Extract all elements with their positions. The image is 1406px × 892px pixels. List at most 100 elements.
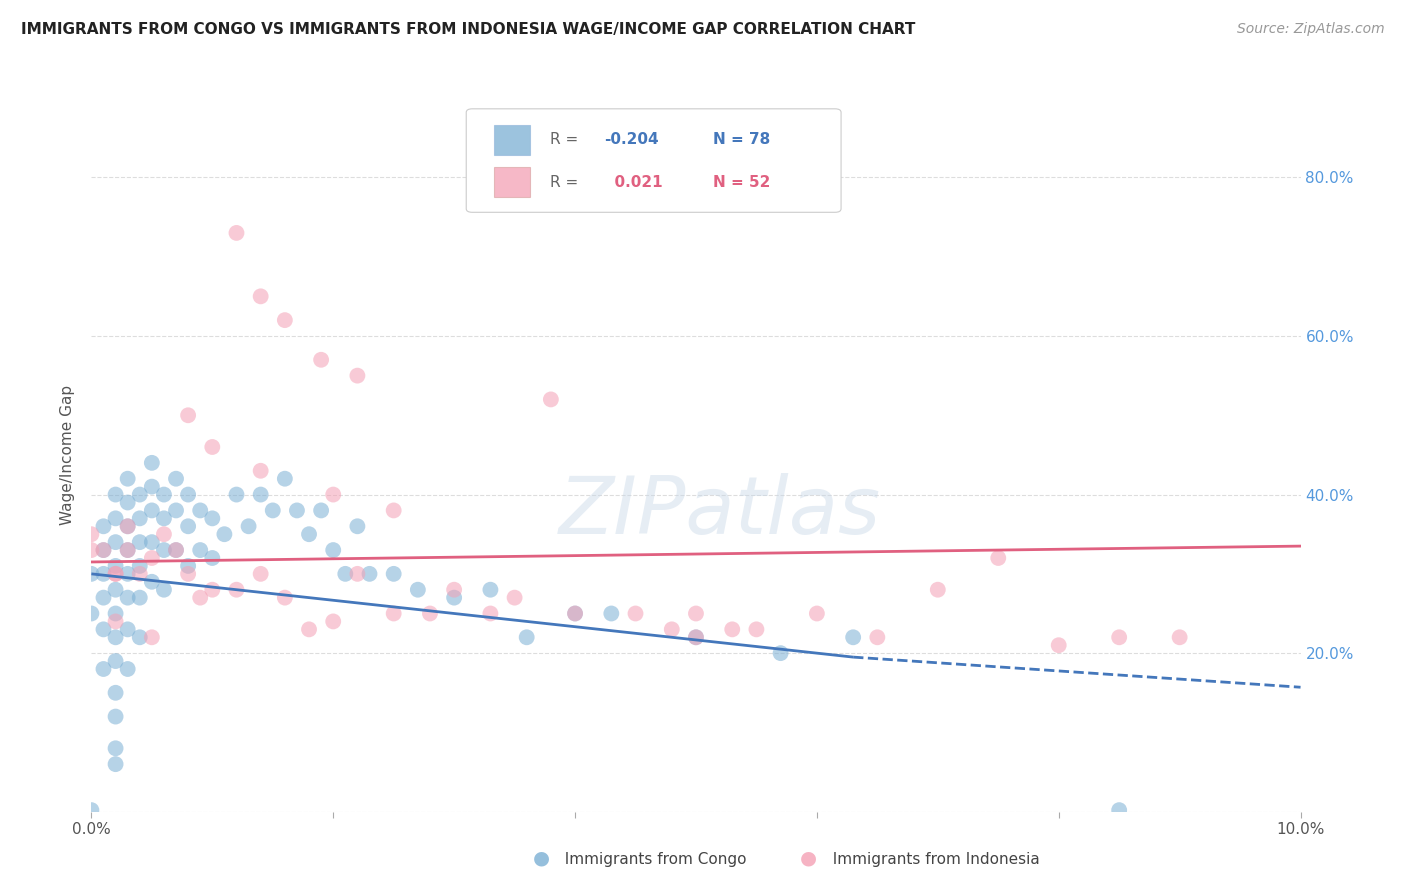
Point	[165, 503, 187, 517]
Text: ZIPatlas: ZIPatlas	[560, 473, 882, 551]
Point	[117, 662, 139, 676]
Point	[249, 566, 271, 581]
Point	[104, 741, 127, 756]
Point	[987, 551, 1010, 566]
Point	[1047, 638, 1070, 652]
Point	[80, 803, 103, 817]
Point	[128, 487, 150, 501]
Point	[516, 630, 538, 644]
Point	[382, 566, 405, 581]
Point	[104, 511, 127, 525]
Point	[117, 623, 139, 637]
Point	[128, 558, 150, 573]
FancyBboxPatch shape	[494, 125, 530, 155]
Point	[177, 519, 200, 533]
Point	[564, 607, 586, 621]
Point	[80, 543, 103, 558]
Point	[128, 511, 150, 525]
Point	[177, 409, 200, 423]
Y-axis label: Wage/Income Gap: Wage/Income Gap	[60, 384, 76, 525]
FancyBboxPatch shape	[467, 109, 841, 212]
Point	[153, 543, 176, 558]
Point	[141, 574, 163, 589]
Point	[309, 503, 332, 517]
Point	[661, 623, 683, 637]
Point	[93, 623, 115, 637]
Point	[479, 582, 502, 597]
Point	[225, 226, 247, 240]
Point	[104, 709, 127, 723]
Point	[80, 527, 103, 541]
Point	[128, 591, 150, 605]
Point	[201, 511, 224, 525]
Text: Source: ZipAtlas.com: Source: ZipAtlas.com	[1237, 22, 1385, 37]
Point	[153, 527, 176, 541]
FancyBboxPatch shape	[494, 167, 530, 197]
Point	[309, 352, 332, 367]
Point	[1108, 803, 1130, 817]
Point	[117, 566, 139, 581]
Point	[406, 582, 429, 597]
Point	[153, 511, 176, 525]
Point	[806, 607, 828, 621]
Text: IMMIGRANTS FROM CONGO VS IMMIGRANTS FROM INDONESIA WAGE/INCOME GAP CORRELATION C: IMMIGRANTS FROM CONGO VS IMMIGRANTS FROM…	[21, 22, 915, 37]
Point	[1168, 630, 1191, 644]
Point	[141, 630, 163, 644]
Point	[104, 558, 127, 573]
Point	[117, 519, 139, 533]
Point	[346, 368, 368, 383]
Point	[201, 582, 224, 597]
Point	[93, 543, 115, 558]
Point	[165, 472, 187, 486]
Point	[201, 551, 224, 566]
Point	[177, 566, 200, 581]
Point	[214, 527, 236, 541]
Point	[274, 472, 297, 486]
Point	[188, 543, 211, 558]
Point	[117, 543, 139, 558]
Point	[104, 654, 127, 668]
Point	[359, 566, 381, 581]
Point	[564, 607, 586, 621]
Point	[685, 607, 707, 621]
Point	[443, 582, 465, 597]
Point	[104, 757, 127, 772]
Point	[298, 623, 321, 637]
Point	[80, 607, 103, 621]
Point	[685, 630, 707, 644]
Point	[479, 607, 502, 621]
Point	[128, 566, 150, 581]
Point	[769, 646, 792, 660]
Point	[225, 582, 247, 597]
Point	[225, 487, 247, 501]
Point	[600, 607, 623, 621]
Point	[274, 313, 297, 327]
Point	[141, 551, 163, 566]
Point	[346, 519, 368, 533]
Point	[117, 519, 139, 533]
Point	[238, 519, 260, 533]
Point	[93, 591, 115, 605]
Point	[382, 503, 405, 517]
Point	[104, 607, 127, 621]
Point	[842, 630, 865, 644]
Point	[927, 582, 949, 597]
Point	[104, 487, 127, 501]
Point	[274, 591, 297, 605]
Point	[128, 535, 150, 549]
Point	[1108, 630, 1130, 644]
Point	[153, 582, 176, 597]
Point	[540, 392, 562, 407]
Point	[93, 519, 115, 533]
Text: -0.204: -0.204	[605, 132, 658, 147]
Point	[262, 503, 284, 517]
Point	[322, 543, 344, 558]
Point	[141, 456, 163, 470]
Point	[104, 582, 127, 597]
Point	[721, 623, 744, 637]
Text: Immigrants from Indonesia: Immigrants from Indonesia	[823, 852, 1039, 867]
Point	[117, 472, 139, 486]
Point	[346, 566, 368, 581]
Point	[335, 566, 357, 581]
Point	[104, 566, 127, 581]
